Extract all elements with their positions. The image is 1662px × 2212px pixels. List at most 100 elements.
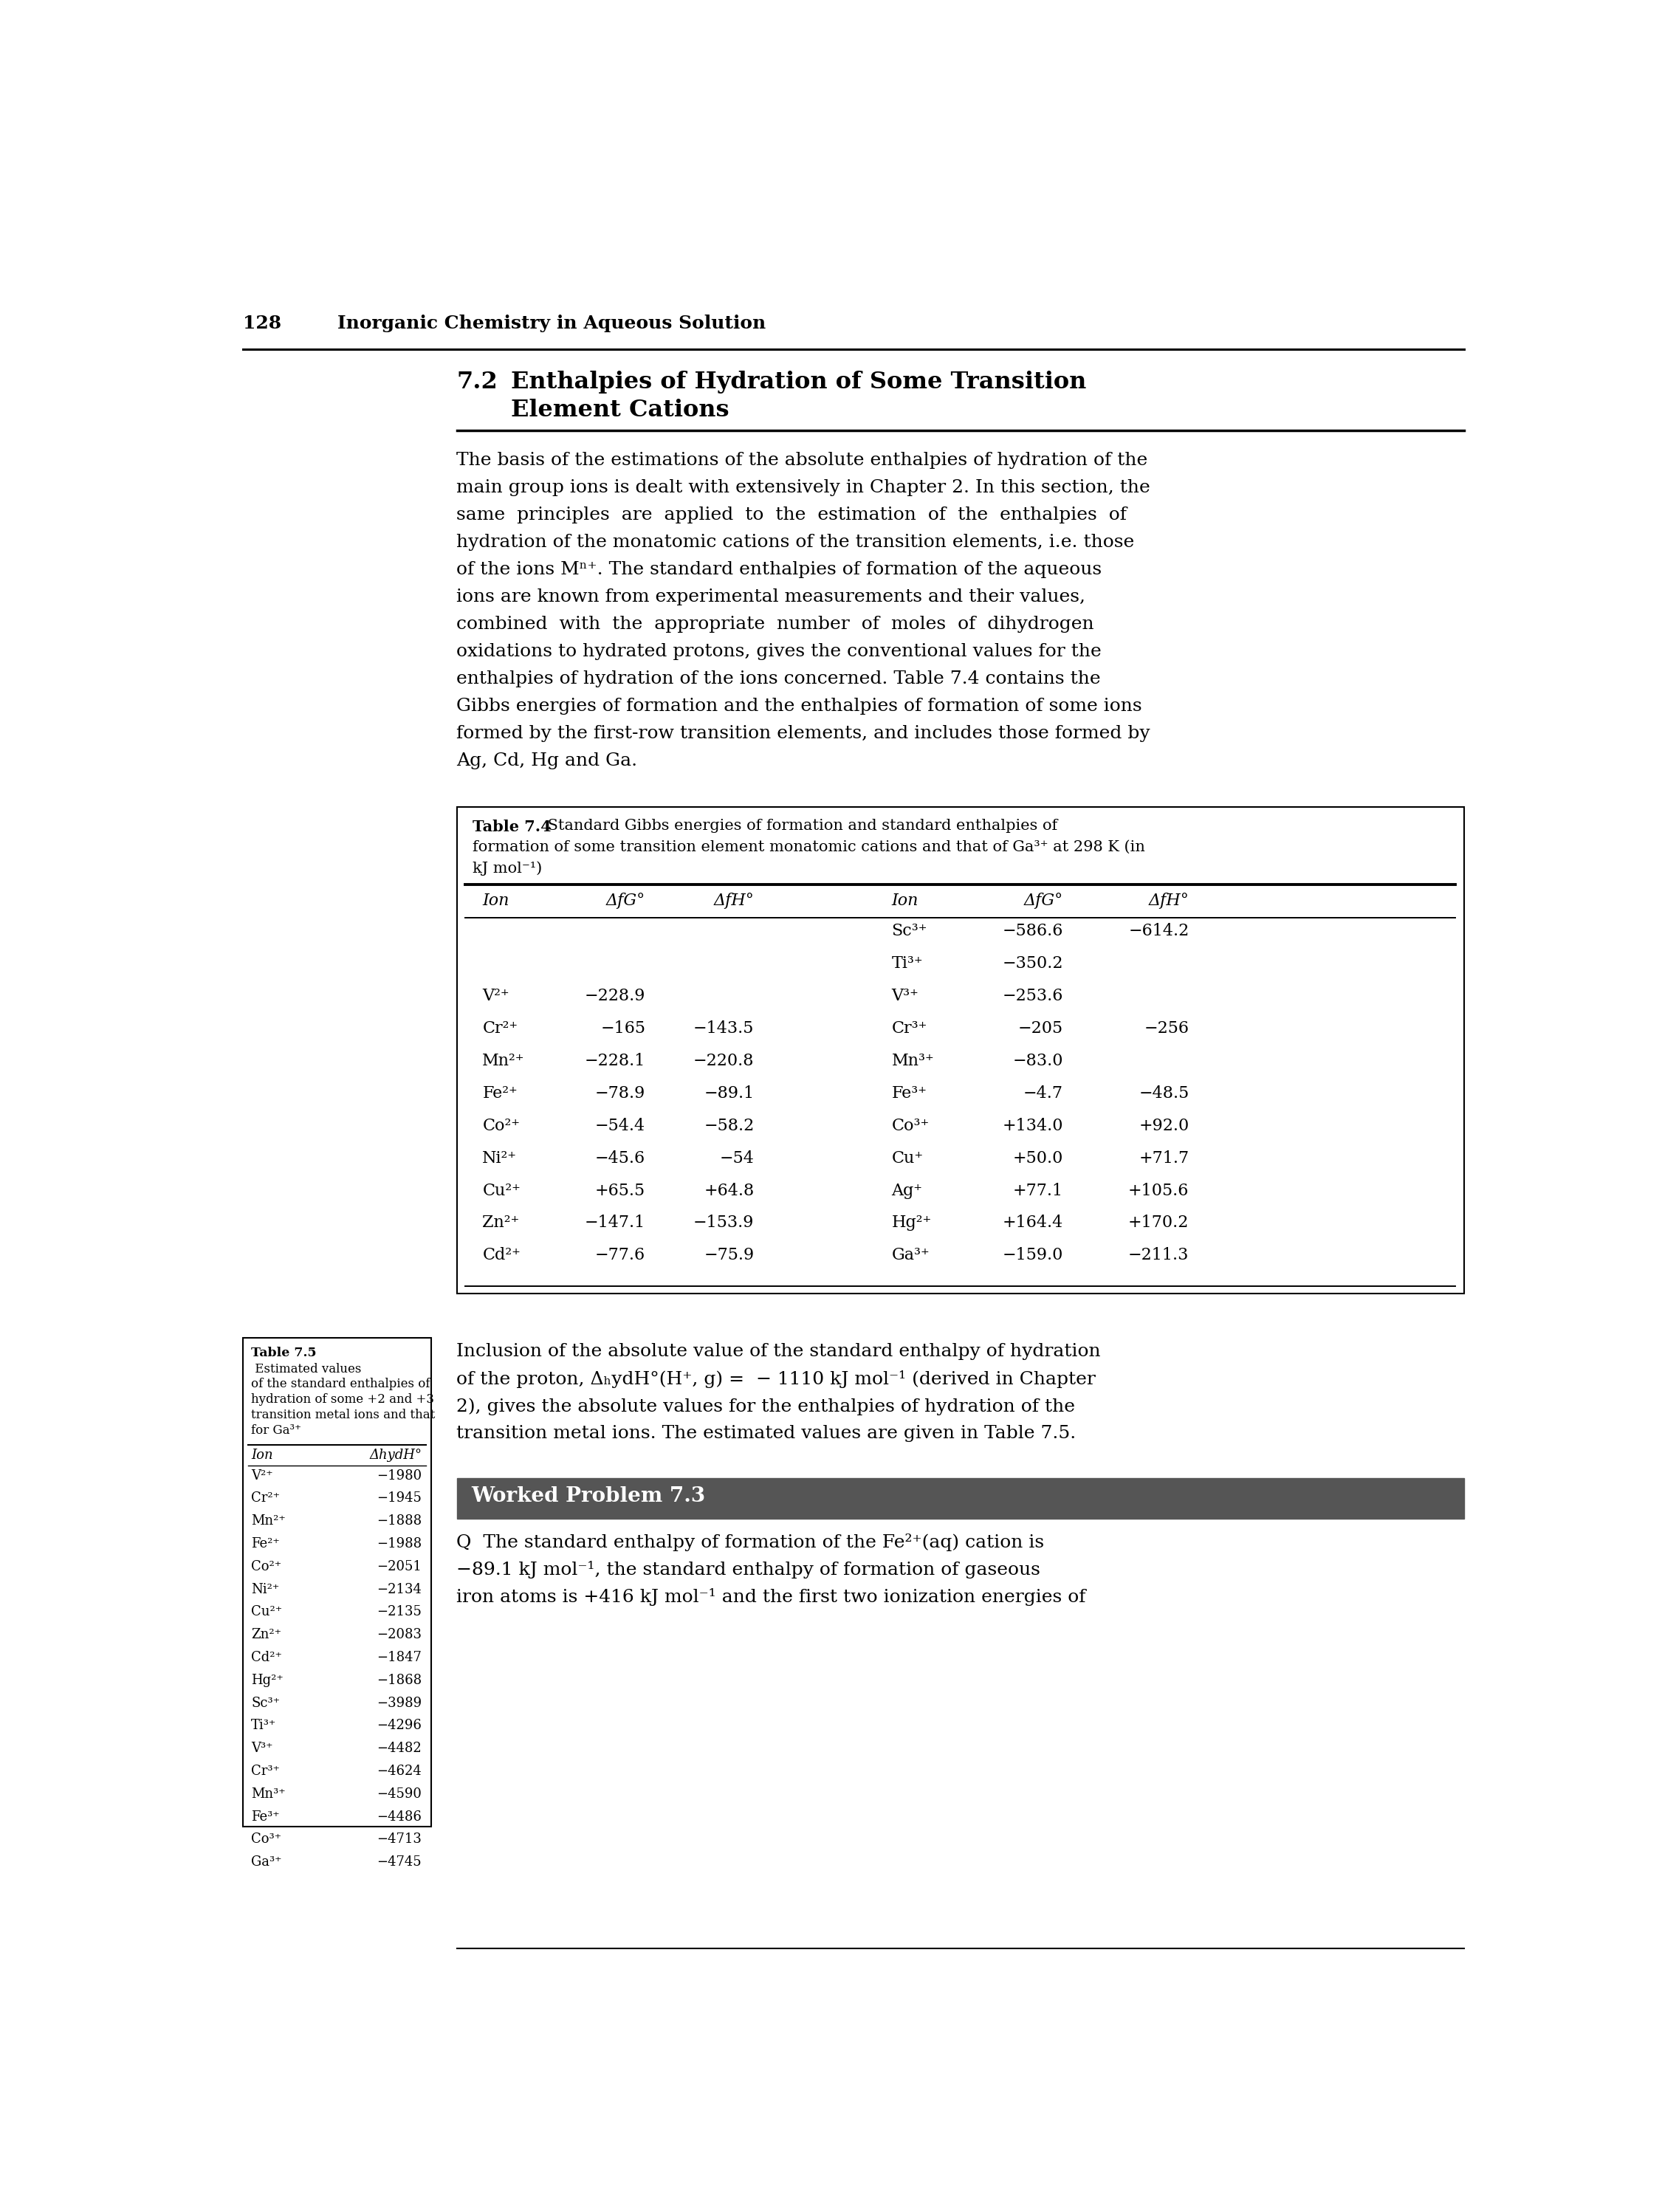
Text: −211.3: −211.3 (1128, 1248, 1188, 1263)
Text: Co³⁺: Co³⁺ (891, 1117, 929, 1135)
Text: of the proton, ΔₕydH°(H⁺, g) =  − 1110 kJ mol⁻¹ (derived in Chapter: of the proton, ΔₕydH°(H⁺, g) = − 1110 kJ… (457, 1371, 1095, 1389)
Text: ΔfG°: ΔfG° (1024, 891, 1064, 909)
Text: 7.2: 7.2 (457, 372, 499, 394)
Text: −1847: −1847 (377, 1650, 422, 1663)
Text: formation of some transition element monatomic cations and that of Ga³⁺ at 298 K: formation of some transition element mon… (472, 841, 1145, 854)
Text: Ni²⁺: Ni²⁺ (482, 1150, 517, 1166)
Text: −54.4: −54.4 (595, 1117, 645, 1135)
Text: Ag⁺: Ag⁺ (891, 1183, 922, 1199)
Text: iron atoms is +416 kJ mol⁻¹ and the first two ionization energies of: iron atoms is +416 kJ mol⁻¹ and the firs… (457, 1588, 1085, 1606)
Text: Inclusion of the absolute value of the standard enthalpy of hydration: Inclusion of the absolute value of the s… (457, 1343, 1100, 1360)
Text: −614.2: −614.2 (1128, 922, 1188, 940)
Bar (457, 1478, 1464, 1520)
Text: Standard Gibbs energies of formation and standard enthalpies of: Standard Gibbs energies of formation and… (542, 818, 1057, 834)
Text: −2051: −2051 (377, 1559, 422, 1573)
Text: +105.6: +105.6 (1128, 1183, 1188, 1199)
Text: The basis of the estimations of the absolute enthalpies of hydration of the: The basis of the estimations of the abso… (457, 451, 1148, 469)
Text: Co³⁺: Co³⁺ (251, 1834, 281, 1847)
Text: V²⁺: V²⁺ (482, 989, 510, 1004)
Text: Worked Problem 7.3: Worked Problem 7.3 (470, 1486, 705, 1506)
Text: Q  The standard enthalpy of formation of the Fe²⁺(aq) cation is: Q The standard enthalpy of formation of … (457, 1533, 1044, 1551)
Text: Cu⁺: Cu⁺ (891, 1150, 924, 1166)
Text: −1868: −1868 (377, 1674, 422, 1688)
Text: kJ mol⁻¹): kJ mol⁻¹) (472, 860, 542, 876)
Text: −89.1 kJ mol⁻¹, the standard enthalpy of formation of gaseous: −89.1 kJ mol⁻¹, the standard enthalpy of… (457, 1559, 1040, 1577)
Text: Enthalpies of Hydration of Some Transition: Enthalpies of Hydration of Some Transiti… (510, 372, 1087, 394)
Text: oxidations to hydrated protons, gives the conventional values for the: oxidations to hydrated protons, gives th… (457, 644, 1102, 659)
Text: −205: −205 (1019, 1020, 1064, 1037)
Text: Cd²⁺: Cd²⁺ (482, 1248, 520, 1263)
Text: −2134: −2134 (377, 1582, 422, 1595)
Text: Ti³⁺: Ti³⁺ (891, 956, 922, 971)
Text: −1888: −1888 (377, 1515, 422, 1528)
Text: Estimated values: Estimated values (251, 1363, 362, 1376)
Text: enthalpies of hydration of the ions concerned. Table 7.4 contains the: enthalpies of hydration of the ions conc… (457, 670, 1100, 688)
Text: −58.2: −58.2 (703, 1117, 755, 1135)
Text: −78.9: −78.9 (595, 1086, 645, 1102)
Text: −228.9: −228.9 (585, 989, 645, 1004)
Text: −89.1: −89.1 (703, 1086, 755, 1102)
Text: Co²⁺: Co²⁺ (251, 1559, 281, 1573)
Text: −350.2: −350.2 (1002, 956, 1064, 971)
Text: −165: −165 (600, 1020, 645, 1037)
Text: −586.6: −586.6 (1002, 922, 1064, 940)
Text: Mn³⁺: Mn³⁺ (251, 1787, 286, 1801)
Text: for Ga³⁺: for Ga³⁺ (251, 1425, 301, 1436)
Text: −159.0: −159.0 (1002, 1248, 1064, 1263)
Text: ΔhydH°: ΔhydH° (369, 1449, 422, 1462)
Text: −153.9: −153.9 (693, 1214, 755, 1232)
Text: Ti³⁺: Ti³⁺ (251, 1719, 276, 1732)
Text: −54: −54 (720, 1150, 755, 1166)
Text: −228.1: −228.1 (585, 1053, 645, 1068)
Text: Cr³⁺: Cr³⁺ (251, 1765, 279, 1778)
Text: Ag, Cd, Hg and Ga.: Ag, Cd, Hg and Ga. (457, 752, 638, 770)
Text: ΔfH°: ΔfH° (713, 891, 755, 909)
Text: Ion: Ion (482, 891, 509, 909)
Text: Hg²⁺: Hg²⁺ (251, 1674, 284, 1688)
Text: −75.9: −75.9 (705, 1248, 755, 1263)
Text: Fe³⁺: Fe³⁺ (891, 1086, 927, 1102)
Text: Sc³⁺: Sc³⁺ (251, 1697, 279, 1710)
Text: combined  with  the  appropriate  number  of  moles  of  dihydrogen: combined with the appropriate number of … (457, 615, 1094, 633)
Text: −1945: −1945 (377, 1491, 422, 1504)
Text: Cr³⁺: Cr³⁺ (891, 1020, 927, 1037)
Text: −256: −256 (1143, 1020, 1188, 1037)
Text: +134.0: +134.0 (1002, 1117, 1064, 1135)
Text: −4590: −4590 (377, 1787, 422, 1801)
Text: 2), gives the absolute values for the enthalpies of hydration of the: 2), gives the absolute values for the en… (457, 1398, 1075, 1416)
Text: −220.8: −220.8 (693, 1053, 755, 1068)
Text: −4486: −4486 (377, 1809, 422, 1823)
Text: Cr²⁺: Cr²⁺ (251, 1491, 279, 1504)
Text: Table 7.4: Table 7.4 (472, 818, 552, 834)
Text: −2083: −2083 (377, 1628, 422, 1641)
Text: 128: 128 (243, 314, 283, 332)
Text: hydration of the monatomic cations of the transition elements, i.e. those: hydration of the monatomic cations of th… (457, 533, 1135, 551)
Text: +64.8: +64.8 (703, 1183, 755, 1199)
Text: Hg²⁺: Hg²⁺ (891, 1214, 932, 1232)
Text: −77.6: −77.6 (595, 1248, 645, 1263)
Text: −253.6: −253.6 (1002, 989, 1064, 1004)
Text: −4482: −4482 (377, 1741, 422, 1754)
Text: main group ions is dealt with extensively in Chapter 2. In this section, the: main group ions is dealt with extensivel… (457, 480, 1150, 495)
Text: Gibbs energies of formation and the enthalpies of formation of some ions: Gibbs energies of formation and the enth… (457, 697, 1142, 714)
Text: −4.7: −4.7 (1024, 1086, 1064, 1102)
Text: +50.0: +50.0 (1012, 1150, 1064, 1166)
Text: Co²⁺: Co²⁺ (482, 1117, 520, 1135)
Text: Table 7.5: Table 7.5 (251, 1347, 317, 1360)
Text: Zn²⁺: Zn²⁺ (251, 1628, 281, 1641)
Text: −4745: −4745 (377, 1856, 422, 1869)
Text: −45.6: −45.6 (595, 1150, 645, 1166)
Text: formed by the first-row transition elements, and includes those formed by: formed by the first-row transition eleme… (457, 726, 1150, 741)
Text: −4624: −4624 (377, 1765, 422, 1778)
Text: −1980: −1980 (377, 1469, 422, 1482)
Text: Fe²⁺: Fe²⁺ (482, 1086, 517, 1102)
Text: −4296: −4296 (377, 1719, 422, 1732)
Text: −48.5: −48.5 (1138, 1086, 1188, 1102)
Text: +170.2: +170.2 (1128, 1214, 1188, 1232)
Text: +164.4: +164.4 (1002, 1214, 1064, 1232)
Text: +71.7: +71.7 (1138, 1150, 1188, 1166)
Text: Cd²⁺: Cd²⁺ (251, 1650, 283, 1663)
Text: +77.1: +77.1 (1012, 1183, 1064, 1199)
Text: −3989: −3989 (377, 1697, 422, 1710)
Bar (243, 1338, 430, 1827)
